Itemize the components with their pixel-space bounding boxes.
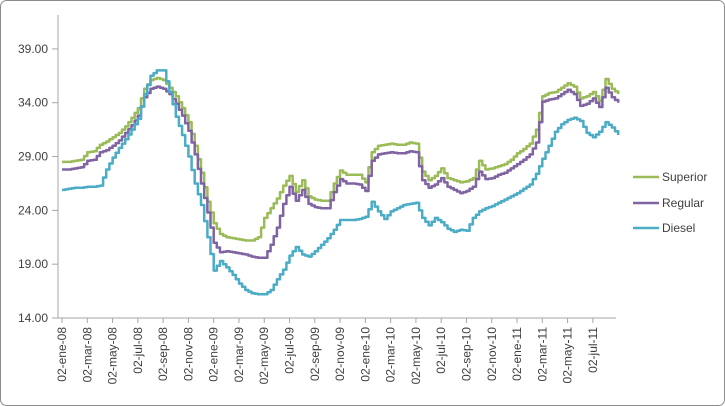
x-tick-label: 02-may-08 [106,327,120,385]
x-tick-label: 02-ene-10 [358,327,372,382]
series-line-diesel[interactable] [62,69,620,296]
x-tick-label: 02-sep-09 [308,327,322,381]
x-tick-label: 02-jul-10 [434,327,448,374]
legend-label-regular[interactable]: Regular [662,196,704,210]
x-tick-label: 02-nov-09 [333,327,347,381]
y-tick-label: 39.00 [18,42,48,56]
legend-item-regular[interactable]: Regular [633,196,704,210]
x-tick-label: 02-ene-08 [55,327,69,382]
series-line-regular[interactable] [62,85,620,259]
x-tick-label: 02-sep-08 [156,327,170,381]
x-tick-label: 02-may-10 [409,327,423,385]
series-line-superior[interactable] [62,76,620,242]
legend-item-diesel[interactable]: Diesel [633,221,695,235]
x-tick-label: 02-ene-09 [207,327,221,382]
x-tick-label: 02-nov-08 [181,327,195,381]
x-tick-label: 02-jul-08 [131,327,145,374]
legend-label-superior[interactable]: Superior [662,170,707,184]
y-tick-label: 29.00 [18,150,48,164]
y-tick-label: 34.00 [18,96,48,110]
y-tick-label: 14.00 [18,311,48,325]
legend-label-diesel[interactable]: Diesel [662,221,695,235]
x-tick-label: 02-mar-09 [232,327,246,383]
x-tick-label: 02-jul-09 [283,327,297,374]
x-tick-label: 02-may-11 [561,327,575,384]
x-tick-label: 02-jul-11 [586,327,600,373]
x-tick-label: 02-mar-10 [384,327,398,383]
x-tick-label: 02-may-09 [257,327,271,385]
legend-item-superior[interactable]: Superior [633,170,707,184]
plot-area[interactable] [62,69,620,296]
y-tick-label: 24.00 [18,203,48,217]
axes: 14.00 19.00 24.00 29.00 34.00 39.00 02-ene-08 0… [18,15,616,384]
y-tick-label: 19.00 [18,257,48,271]
x-tick-label: 02-sep-10 [459,327,473,381]
x-tick-label: 02-mar-08 [80,327,94,383]
legend: Superior Regular Diesel [633,170,707,235]
x-tick-label: 02-ene-11 [510,327,524,381]
x-tick-label: 02-nov-10 [485,327,499,381]
x-tick-label: 02-mar-11 [535,327,549,382]
